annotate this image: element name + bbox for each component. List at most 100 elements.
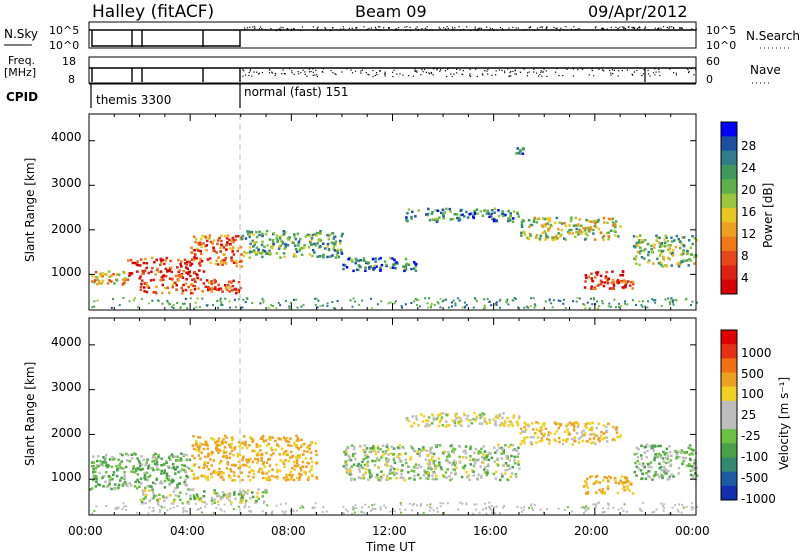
echo-cell — [121, 484, 125, 487]
echo-cell — [208, 234, 212, 237]
noise-dot — [376, 29, 378, 31]
echo-cell — [480, 447, 483, 451]
echo-cell — [547, 431, 551, 434]
echo-cell — [214, 447, 218, 451]
echo-cell — [203, 501, 206, 504]
echo-cell — [240, 253, 243, 256]
echo-cell — [641, 305, 644, 308]
echo-cell — [274, 475, 277, 479]
echo-cell — [222, 478, 225, 481]
echo-cell — [538, 237, 542, 240]
echo-cell — [195, 443, 198, 446]
echo-cell — [532, 428, 535, 431]
echo-cell — [364, 503, 367, 506]
echo-cell — [168, 277, 172, 280]
echo-cell — [330, 241, 334, 244]
noise-dot — [409, 26, 411, 28]
noise-dot — [639, 27, 641, 29]
echo-cell — [141, 272, 144, 276]
noise-dot — [498, 69, 500, 71]
velocity-cb-tick-minus100: -100 — [741, 450, 768, 464]
echo-cell — [275, 234, 279, 237]
echo-cell — [663, 453, 667, 456]
echo-cell — [387, 453, 390, 456]
echo-cell — [331, 232, 335, 235]
echo-cell — [643, 466, 646, 469]
echo-cell — [194, 240, 197, 244]
echo-cell — [482, 461, 485, 465]
echo-cell — [536, 217, 539, 221]
echo-cell — [212, 239, 216, 242]
echo-cell — [122, 502, 125, 505]
echo-cell — [588, 230, 591, 233]
noise-dot — [355, 27, 357, 29]
echo-cell — [222, 455, 225, 458]
echo-cell — [195, 256, 198, 260]
echo-cell — [295, 250, 299, 253]
echo-cell — [626, 484, 629, 488]
echo-cell — [404, 265, 408, 269]
echo-cell — [203, 461, 206, 464]
echo-cell — [189, 291, 193, 295]
echo-cell — [596, 434, 599, 438]
echo-cell — [183, 483, 187, 486]
echo-cell — [163, 479, 167, 483]
echo-cell — [671, 300, 674, 303]
echo-cell — [586, 486, 589, 489]
echo-cell — [527, 219, 531, 222]
echo-cell — [191, 444, 195, 447]
beam-title: Beam 09 — [355, 2, 427, 21]
echo-cell — [231, 289, 234, 292]
echo-cell — [606, 276, 609, 280]
echo-cell — [203, 475, 206, 478]
echo-cell — [376, 458, 379, 461]
echo-cell — [530, 442, 534, 446]
noise-dot — [687, 68, 689, 71]
echo-cell — [507, 216, 510, 220]
noise-dot — [290, 28, 292, 30]
echo-cell — [485, 455, 488, 459]
echo-cell — [326, 234, 329, 237]
echo-cell — [474, 447, 478, 451]
echo-cell — [177, 274, 180, 277]
colorbar-segment — [721, 429, 737, 444]
echo-cell — [584, 422, 588, 426]
echo-cell — [309, 441, 313, 445]
echo-cell — [666, 240, 669, 243]
echo-cell — [213, 281, 216, 285]
echo-cell — [568, 232, 571, 235]
noise-dot — [368, 27, 370, 29]
echo-cell — [623, 503, 626, 506]
echo-cell — [392, 452, 396, 456]
echo-cell — [535, 428, 539, 431]
echo-cell — [318, 232, 322, 235]
echo-cell — [204, 235, 208, 238]
echo-cell — [369, 476, 372, 479]
echo-cell — [495, 303, 498, 306]
echo-cell — [354, 261, 357, 265]
echo-cell — [268, 438, 272, 441]
colorbar-segment — [721, 471, 737, 487]
noise-dot — [298, 73, 300, 75]
echo-cell — [253, 449, 257, 453]
noise-dot — [383, 27, 385, 29]
echo-cell — [407, 465, 410, 468]
echo-cell — [223, 261, 226, 264]
echo-cell — [371, 446, 375, 449]
echo-cell — [596, 502, 599, 505]
echo-cell — [572, 427, 576, 430]
echo-cell — [134, 480, 137, 484]
noise-dot — [278, 28, 280, 30]
echo-cell — [252, 469, 255, 473]
echo-cell — [272, 243, 275, 246]
echo-cell — [379, 256, 382, 260]
echo-cell — [632, 245, 636, 248]
echo-cell — [347, 258, 350, 261]
noise-dot — [486, 70, 488, 72]
echo-cell — [577, 223, 580, 226]
echo-cell — [198, 242, 202, 245]
echo-cell — [526, 236, 529, 240]
echo-cell — [391, 263, 395, 266]
echo-cell — [563, 237, 566, 240]
echo-cell — [545, 217, 549, 220]
